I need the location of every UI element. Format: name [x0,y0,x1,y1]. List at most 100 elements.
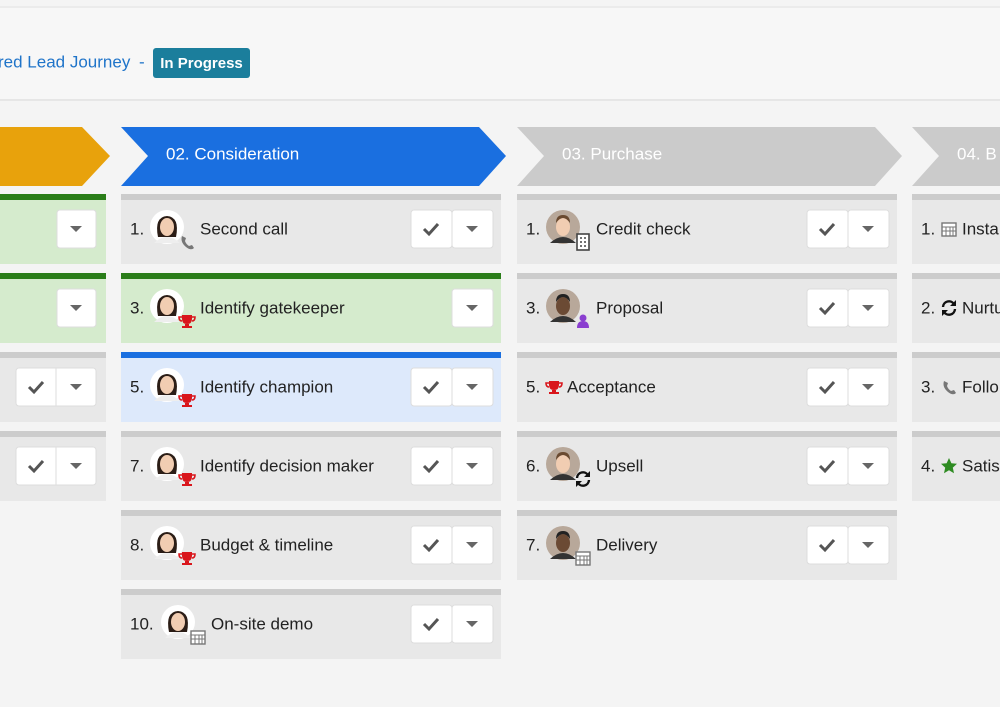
card [0,431,106,501]
avatar-shoulders [550,474,576,480]
card[interactable]: 7. Delivery [517,510,897,580]
card-number: 1. [921,219,935,238]
status-badge [153,48,250,78]
avatar-face [556,455,570,473]
card-label[interactable]: Follo [962,377,999,396]
card-label[interactable]: Delivery [596,535,658,554]
building-icon [576,233,590,251]
avatar-hair [556,294,570,302]
person-body [577,321,589,328]
card-top-border [121,273,501,279]
card-number: 5. [130,377,144,396]
trophy-icon [182,473,192,486]
phone-icon [943,381,956,395]
card[interactable]: 10. On-site demo [121,589,501,659]
check-icon [818,459,836,474]
card-label[interactable]: Second call [200,219,288,238]
card[interactable]: 1. Insta [912,194,1000,264]
card[interactable]: 2. Nurtu [912,273,1000,343]
trophy-handles [545,382,563,388]
calendar-icon [941,222,957,237]
card-top-border [121,352,501,358]
check-icon [422,380,440,395]
card-label[interactable]: Proposal [596,298,663,317]
card-label[interactable]: Identify decision maker [200,456,374,475]
check-icon [422,222,440,237]
avatar-hair [556,452,570,460]
check-icon [818,380,836,395]
stage-arrow[interactable] [912,127,1000,186]
stage-name[interactable]: 03. Purchase [562,144,662,163]
card-number: 3. [130,298,144,317]
card[interactable]: 4. Satis [912,431,1000,501]
card[interactable]: 1. Credit check [517,194,897,264]
card-number: 7. [130,456,144,475]
dropdown-caret [466,384,478,390]
card-number: 7. [526,535,540,554]
card[interactable]: 5. Acceptance [517,352,897,422]
trophy-handles [178,474,196,480]
card-label[interactable]: Insta [962,219,999,238]
avatar-face [556,534,570,552]
trophy-handles [178,316,196,322]
card[interactable]: 3. Proposal [517,273,897,343]
avatar-face [171,613,185,631]
star-icon [941,458,957,474]
stage-arrow[interactable] [121,127,506,186]
dropdown-caret [862,305,874,311]
card-label[interactable]: Acceptance [567,377,656,396]
avatar-shoulders [165,632,191,638]
card-label[interactable]: Satis [962,456,1000,475]
card[interactable]: 7. Identify decision maker [121,431,501,501]
check-icon [818,538,836,553]
card-top-border [121,194,501,200]
card-top-border [912,431,1000,437]
card-label[interactable]: Nurtu [962,298,1000,317]
stage-name[interactable]: 02. Consideration [166,144,299,163]
card-top-border [517,510,897,516]
avatar-face [160,455,174,473]
avatar-shoulders [550,237,576,243]
card-number: 6. [526,456,540,475]
card[interactable]: 8. Budget & timeline [121,510,501,580]
card-label[interactable]: Credit check [596,219,691,238]
card-label[interactable]: Identify gatekeeper [200,298,345,317]
card [0,273,106,343]
avatar-hair [556,531,570,539]
avatar-face [160,297,174,315]
dropdown-caret [466,463,478,469]
card[interactable]: 1. Second call [121,194,501,264]
card-label[interactable]: Upsell [596,456,643,475]
trophy-icon [182,315,192,328]
card-top-border [912,194,1000,200]
trophy-icon [549,381,559,394]
building-windows [580,237,586,247]
card-top-border [912,352,1000,358]
card-label[interactable]: Identify champion [200,377,333,396]
check-icon [422,459,440,474]
card[interactable]: 3. Follo [912,352,1000,422]
trophy-handles [178,395,196,401]
column: 03. Purchase 1. Credit check 3. Proposal 5. Ac… [517,127,902,580]
dropdown-caret [466,621,478,627]
column: 02. Consideration 1. Second call 3. Identify… [121,127,506,659]
avatar-shoulders [154,395,180,401]
card-number: 10. [130,614,154,633]
card-number: 5. [526,377,540,396]
card-label[interactable]: Budget & timeline [200,535,333,554]
card-top-border [517,352,897,358]
trophy-icon [182,394,192,407]
calendar-icon [190,630,206,645]
card[interactable]: 5. Identify champion [121,352,501,422]
journey-title[interactable]: red Lead Journey [0,52,131,71]
card-label[interactable]: On-site demo [211,614,313,633]
card[interactable]: 6. Upsell [517,431,897,501]
card[interactable]: 3. Identify gatekeeper [121,273,501,343]
avatar-shoulders [550,316,576,322]
dropdown-caret [466,305,478,311]
avatar-face [556,218,570,236]
stage-arrow[interactable] [517,127,902,186]
stage-name[interactable]: 04. B [957,144,997,163]
